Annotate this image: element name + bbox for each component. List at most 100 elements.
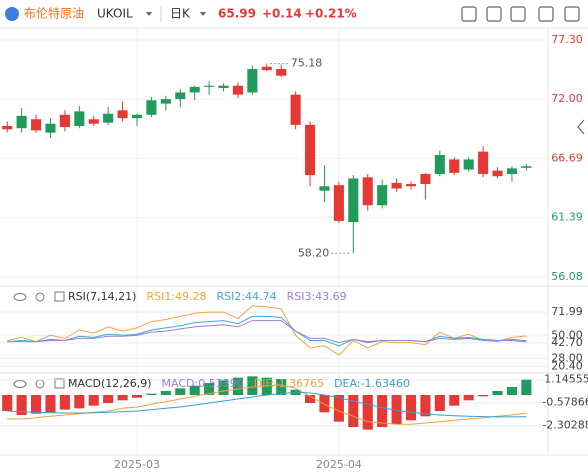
legend-entry: RSI1:49.28 (146, 290, 206, 303)
macd-bar (391, 395, 402, 425)
candle-body (74, 111, 85, 126)
candle-body (59, 114, 70, 128)
candle-body (31, 119, 42, 131)
candle-body (117, 110, 128, 119)
candle-body (247, 68, 258, 93)
expand-icon[interactable] (54, 378, 65, 389)
candle-body (16, 115, 27, 129)
gear-icon[interactable] (35, 292, 45, 302)
eye-icon[interactable] (13, 380, 27, 388)
legend-entry: RSI3:43.69 (287, 290, 347, 303)
draw-button[interactable] (486, 6, 502, 22)
legend-entry: RSI2:44.74 (217, 290, 277, 303)
macd-bar (449, 395, 460, 406)
macd-bar (276, 379, 287, 395)
macd-bar (405, 395, 417, 421)
macd-bar (247, 376, 258, 395)
settings-button[interactable] (564, 6, 580, 22)
change-pct: +0.21% (305, 7, 357, 21)
candle-body (362, 177, 373, 206)
price: 65.99 (218, 7, 256, 21)
candle-body (218, 85, 229, 88)
candle-body (189, 86, 200, 93)
macd-bar (521, 379, 532, 395)
dropdown-arrow[interactable] (200, 12, 206, 16)
candle-body (449, 159, 460, 173)
macd-bar (261, 377, 272, 395)
candle-body (478, 151, 489, 174)
macd-bar (31, 395, 42, 414)
y-tick-label: -2.30288 (542, 419, 588, 432)
candle-body (261, 66, 272, 71)
macd-bar (103, 395, 114, 403)
y-tick-label: 50.00 (551, 328, 583, 341)
candle-body (232, 85, 243, 95)
macd-bar (492, 391, 503, 395)
macd-bar (88, 395, 99, 406)
macd-bar (218, 380, 229, 395)
candle-body (290, 94, 301, 125)
macd-bar (348, 395, 359, 427)
dropdown-arrow[interactable] (146, 12, 152, 16)
macd-bar (463, 395, 474, 401)
y-tick-label: 77.30 (551, 33, 583, 46)
y-tick-label: 20.40 (551, 359, 583, 372)
candle-body (391, 182, 402, 189)
x-tick-label: 2025-03 (114, 458, 160, 471)
panel-title: RSI(7,14,21) (68, 290, 136, 303)
high-label: 75.18 (291, 57, 323, 70)
macd-bar (74, 395, 85, 409)
expand-icon[interactable] (54, 291, 65, 302)
legend-entry: MACD:0.53390 (162, 377, 244, 390)
legend-entry: DIF:-1.36765 (254, 377, 324, 390)
y-tick-label: 66.69 (551, 151, 583, 164)
collapse-arrow[interactable] (577, 119, 585, 135)
candle-body (103, 113, 114, 123)
candle-body (88, 119, 99, 124)
candle-body (131, 114, 143, 119)
symbol[interactable]: UKOIL (97, 7, 133, 21)
macd-bar (434, 395, 445, 411)
rsi-line (7, 320, 527, 344)
rsi-line (7, 315, 527, 347)
macd-bar (175, 388, 186, 395)
macd-bar (305, 395, 316, 403)
y-tick-label: 61.39 (551, 211, 583, 224)
candle-body (348, 178, 359, 223)
candle-body (146, 100, 157, 115)
candle-style-button[interactable] (510, 6, 526, 22)
legend-entry: DEA:-1.63460 (334, 377, 410, 390)
macd-bar (131, 395, 143, 398)
macd-bar (45, 395, 56, 413)
period[interactable]: 日K (170, 7, 191, 21)
eye-icon[interactable] (13, 293, 27, 301)
macd-line (7, 384, 527, 425)
macd-bar (204, 383, 215, 395)
macd-bar (160, 391, 171, 395)
candle-body (405, 184, 417, 187)
symbol-icon (5, 7, 19, 21)
indicator-button[interactable] (461, 6, 477, 22)
y-tick-label: 56.08 (551, 270, 583, 283)
macd-bar (16, 395, 27, 415)
macd-bar (146, 393, 157, 395)
change: +0.14 (262, 7, 302, 21)
candle-body (2, 125, 13, 130)
y-tick-label: 71.99 (551, 305, 583, 318)
candle-body (434, 154, 445, 174)
candle-body (463, 159, 474, 170)
candle-body (276, 68, 287, 76)
candle-body (333, 185, 344, 221)
low-label: 58.20 (298, 246, 330, 259)
macd-line (7, 391, 527, 418)
fullscreen-button[interactable] (538, 6, 554, 22)
instrument-name: 布伦特原油 (24, 6, 84, 21)
candle-body (45, 123, 56, 133)
macd-bar (506, 387, 517, 395)
x-tick-label: 2025-04 (316, 458, 362, 471)
candle-body (420, 173, 431, 185)
macd-bar (2, 395, 13, 411)
